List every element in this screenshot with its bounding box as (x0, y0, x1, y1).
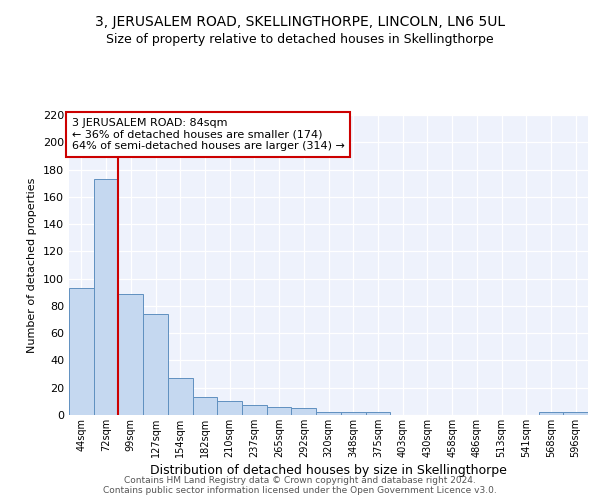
Bar (267, 407, 292, 415)
X-axis label: Distribution of detached houses by size in Skellingthorpe: Distribution of detached houses by size … (150, 464, 507, 477)
Bar (539, 412, 563, 415)
Bar (365, 412, 390, 415)
Bar (316, 412, 341, 415)
Text: Contains HM Land Registry data © Crown copyright and database right 2024.
Contai: Contains HM Land Registry data © Crown c… (103, 476, 497, 495)
Bar (292, 408, 316, 415)
Bar (341, 412, 365, 415)
Bar (168, 378, 193, 415)
Bar (118, 294, 143, 415)
Bar (69, 288, 94, 415)
Bar (94, 179, 118, 415)
Text: Size of property relative to detached houses in Skellingthorpe: Size of property relative to detached ho… (106, 32, 494, 46)
Bar (242, 406, 267, 415)
Text: 3 JERUSALEM ROAD: 84sqm
← 36% of detached houses are smaller (174)
64% of semi-d: 3 JERUSALEM ROAD: 84sqm ← 36% of detache… (71, 118, 344, 151)
Text: 3, JERUSALEM ROAD, SKELLINGTHORPE, LINCOLN, LN6 5UL: 3, JERUSALEM ROAD, SKELLINGTHORPE, LINCO… (95, 15, 505, 29)
Bar (217, 402, 242, 415)
Bar (143, 314, 168, 415)
Bar (563, 412, 588, 415)
Y-axis label: Number of detached properties: Number of detached properties (28, 178, 37, 352)
Bar (193, 398, 217, 415)
